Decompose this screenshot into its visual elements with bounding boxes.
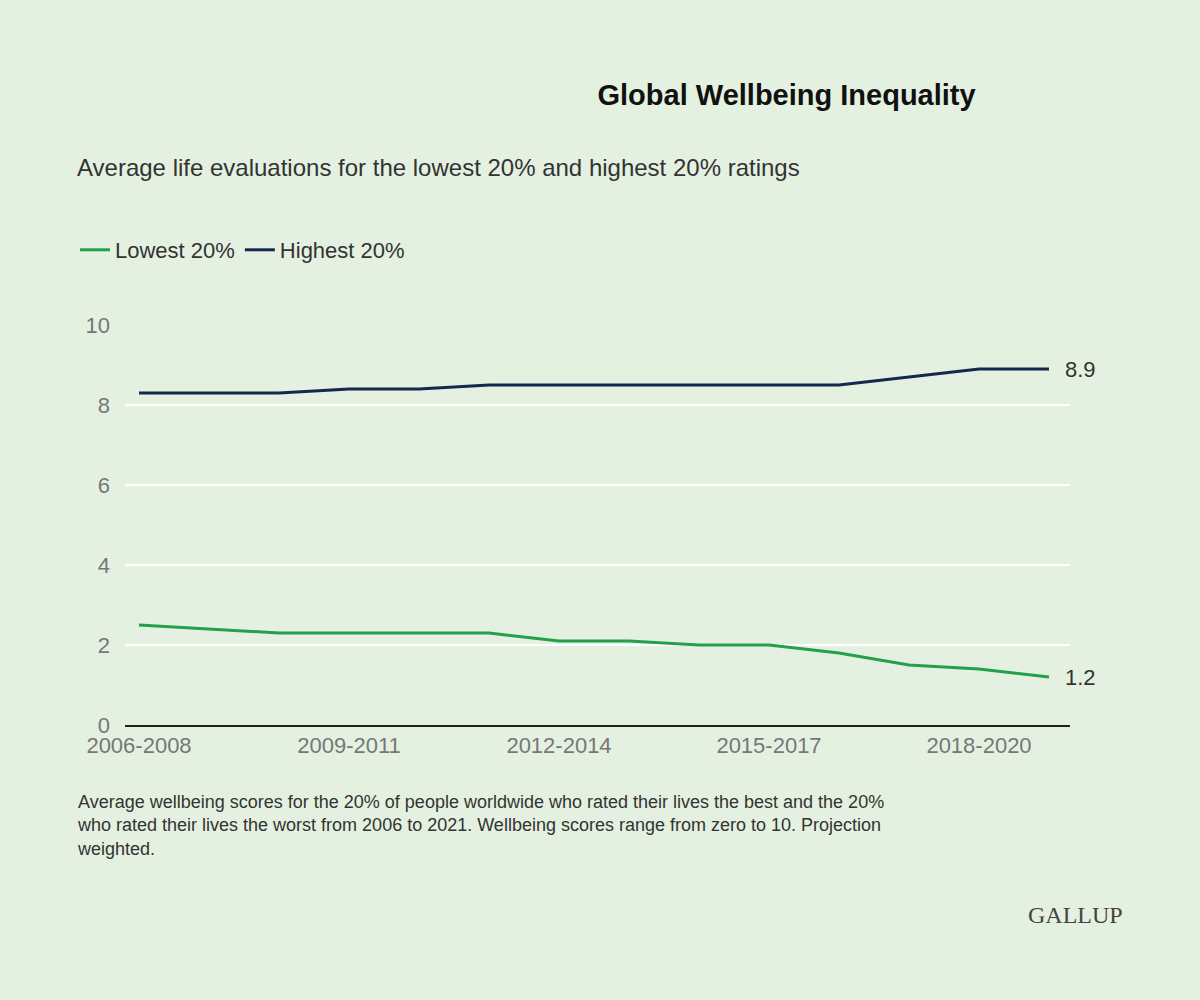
svg-text:8: 8 [98,393,110,418]
svg-text:Highest 20%: Highest 20% [280,238,405,263]
svg-text:Lowest 20%: Lowest 20% [115,238,235,263]
svg-text:2015-2017: 2015-2017 [716,733,821,758]
svg-text:6: 6 [98,473,110,498]
svg-text:4: 4 [98,553,110,578]
svg-text:2012-2014: 2012-2014 [506,733,611,758]
svg-text:Average wellbeing scores for t: Average wellbeing scores for the 20% of … [77,792,884,859]
svg-text:GALLUP: GALLUP [1028,902,1123,928]
svg-text:2006-2008: 2006-2008 [86,733,191,758]
svg-text:2009-2011: 2009-2011 [297,733,401,758]
svg-text:Global Wellbeing Inequality: Global Wellbeing Inequality [598,79,976,111]
svg-text:0: 0 [98,713,110,738]
svg-text:2: 2 [98,633,110,658]
svg-text:10: 10 [86,313,110,338]
svg-text:Average life evaluations for t: Average life evaluations for the lowest … [77,154,800,181]
svg-text:8.9: 8.9 [1065,357,1096,382]
svg-text:1.2: 1.2 [1065,665,1096,690]
svg-text:2018-2020: 2018-2020 [926,733,1031,758]
